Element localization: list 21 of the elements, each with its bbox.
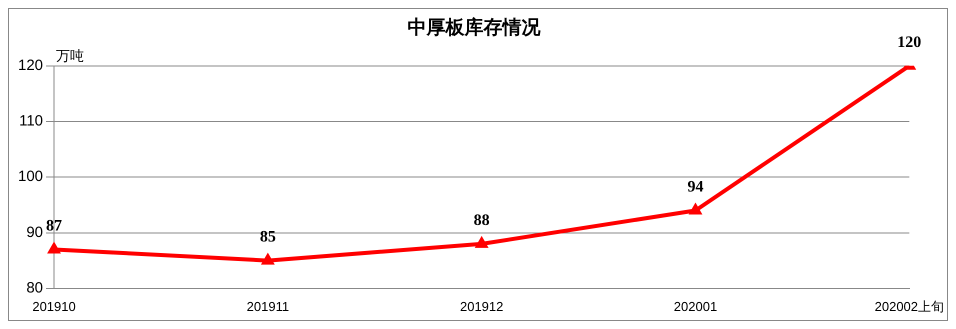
y-tick-label: 120	[18, 56, 44, 74]
point	[688, 202, 702, 214]
data-label: 87	[46, 218, 62, 235]
x-tick-label: 202002上旬	[874, 298, 944, 314]
data-label: 120	[897, 34, 922, 51]
y-tick-label: 80	[26, 280, 44, 297]
data-label: 88	[474, 212, 490, 230]
point	[261, 253, 274, 265]
x-tick-label: 201910	[32, 298, 76, 314]
point	[47, 242, 61, 254]
chart-title: 中厚板库存情况	[408, 16, 542, 38]
x-tick-label: 202001	[674, 298, 718, 314]
data-label: 94	[687, 178, 704, 196]
y-tick-label: 100	[18, 168, 44, 186]
x-tick-label: 201911	[246, 298, 290, 314]
x-tick-label: 201912	[460, 298, 504, 314]
data-label: 85	[260, 228, 276, 246]
y-axis-title: 万吨	[56, 48, 84, 64]
y-tick-label: 90	[26, 224, 44, 241]
point	[475, 236, 488, 248]
y-tick-label: 110	[19, 112, 44, 130]
